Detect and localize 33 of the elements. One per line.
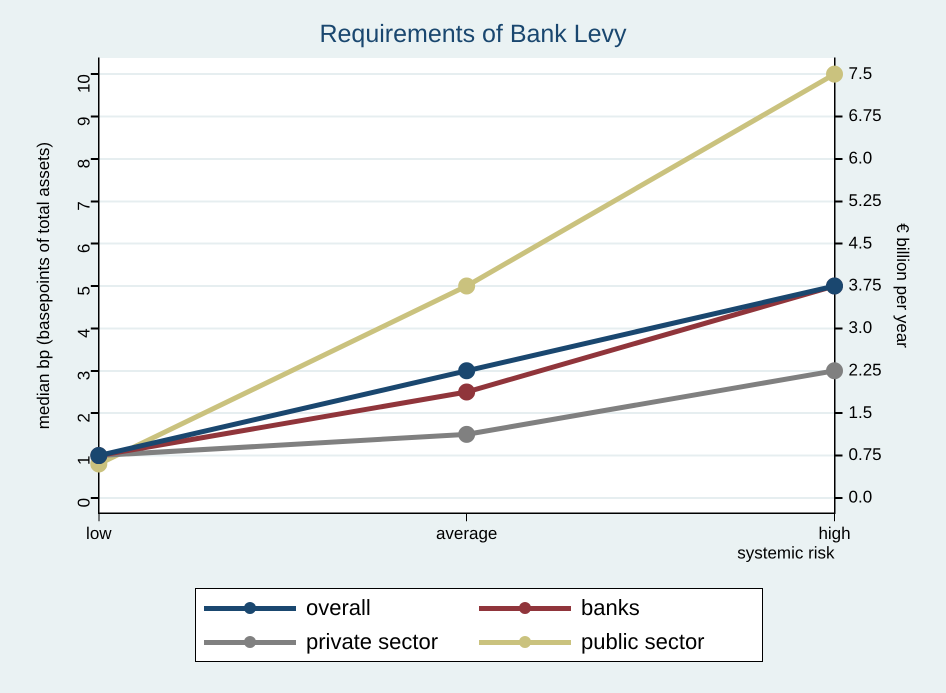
- legend-label: banks: [581, 595, 640, 621]
- y2-tick-label: 0.0: [848, 488, 872, 507]
- y-axis-title: median bp (basepoints of total assets): [34, 142, 53, 430]
- y-tick-label: 9: [74, 116, 94, 126]
- y-tick-label: 2: [74, 413, 94, 423]
- x-tick-label: average: [436, 524, 498, 544]
- legend-label: private sector: [306, 629, 438, 655]
- y2-tick-label: 4.5: [848, 233, 872, 252]
- y-tick-label: 1: [74, 456, 94, 466]
- y2-tick-label: 3.0: [848, 318, 872, 338]
- y2-tick-label: 0.75: [848, 445, 882, 464]
- y2-tick-label: 1.5: [848, 402, 872, 422]
- y-tick-label: 7: [74, 201, 94, 211]
- y2-tick-label: 6.75: [848, 106, 882, 126]
- y-tick-label: 0: [74, 498, 94, 508]
- y2-tick-label: 6.0: [848, 148, 872, 168]
- y-tick-label: 10: [74, 74, 94, 94]
- y-tick-label: 3: [74, 370, 94, 380]
- y2-tick-label: 5.25: [848, 190, 882, 210]
- y-tick-label: 4: [74, 328, 94, 338]
- y-tick-label: 8: [74, 158, 94, 168]
- y2-tick-label: 7.5: [848, 64, 872, 83]
- legend-label: public sector: [581, 629, 705, 655]
- y-tick-label: 6: [74, 244, 94, 254]
- x-tick-label: low: [86, 524, 112, 544]
- x-tick-label: high: [818, 524, 851, 544]
- y2-tick-label: 3.75: [848, 276, 882, 295]
- y-tick-label: 5: [74, 286, 94, 296]
- y2-tick-label: 2.25: [848, 360, 882, 380]
- x-axis-title: systemic risk: [737, 543, 836, 562]
- chart-title: Requirements of Bank Levy: [319, 20, 628, 48]
- legend-label: overall: [306, 595, 371, 621]
- y2-axis-title: € billion per year: [893, 223, 912, 348]
